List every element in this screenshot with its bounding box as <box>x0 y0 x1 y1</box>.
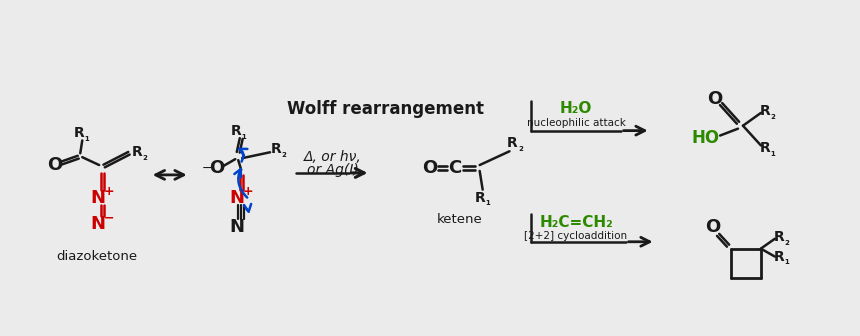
Text: O: O <box>705 218 721 236</box>
Text: C: C <box>448 159 462 177</box>
Text: or Ag(I): or Ag(I) <box>307 163 359 177</box>
Text: −: − <box>201 162 212 174</box>
FancyArrowPatch shape <box>235 169 247 198</box>
Text: ₁: ₁ <box>485 198 490 207</box>
Text: H₂C=CH₂: H₂C=CH₂ <box>539 215 613 229</box>
Text: ₁: ₁ <box>784 256 789 266</box>
Text: R: R <box>271 142 281 156</box>
Text: [2+2] cycloaddition: [2+2] cycloaddition <box>525 231 628 241</box>
Text: ₂: ₂ <box>518 143 523 153</box>
FancyArrowPatch shape <box>244 204 251 212</box>
Text: ₁: ₁ <box>771 148 775 158</box>
Text: R: R <box>773 230 784 244</box>
Text: ₂: ₂ <box>784 237 789 247</box>
Text: ketene: ketene <box>437 213 482 226</box>
Text: −: − <box>104 212 114 225</box>
Text: Δ, or hν,: Δ, or hν, <box>304 150 361 164</box>
Text: H₂O: H₂O <box>560 101 593 117</box>
Text: O: O <box>46 156 62 174</box>
Text: diazoketone: diazoketone <box>57 250 138 263</box>
Text: ₁: ₁ <box>242 131 247 140</box>
Text: R: R <box>74 126 84 139</box>
Text: R: R <box>507 136 518 151</box>
Text: N: N <box>230 188 245 207</box>
Text: N: N <box>90 215 106 233</box>
Text: N: N <box>90 188 106 207</box>
Text: ₁: ₁ <box>85 132 89 142</box>
Text: nucleophilic attack: nucleophilic attack <box>526 118 625 128</box>
Text: ₂: ₂ <box>143 152 147 162</box>
Text: ₂: ₂ <box>281 149 286 159</box>
Text: +: + <box>243 185 254 198</box>
Text: R: R <box>759 141 771 155</box>
Text: N: N <box>230 218 245 236</box>
Text: R: R <box>773 250 784 263</box>
Text: O: O <box>708 90 722 108</box>
Text: R: R <box>759 104 771 118</box>
Text: HO: HO <box>691 129 719 148</box>
Text: R: R <box>475 191 485 205</box>
Text: R: R <box>230 124 242 138</box>
Text: ₂: ₂ <box>771 111 775 121</box>
Text: O: O <box>422 159 438 177</box>
FancyArrowPatch shape <box>239 149 248 162</box>
Text: +: + <box>104 185 114 198</box>
Text: Wolff rearrangement: Wolff rearrangement <box>286 100 484 118</box>
Text: O: O <box>209 159 224 177</box>
Text: R: R <box>132 145 142 159</box>
